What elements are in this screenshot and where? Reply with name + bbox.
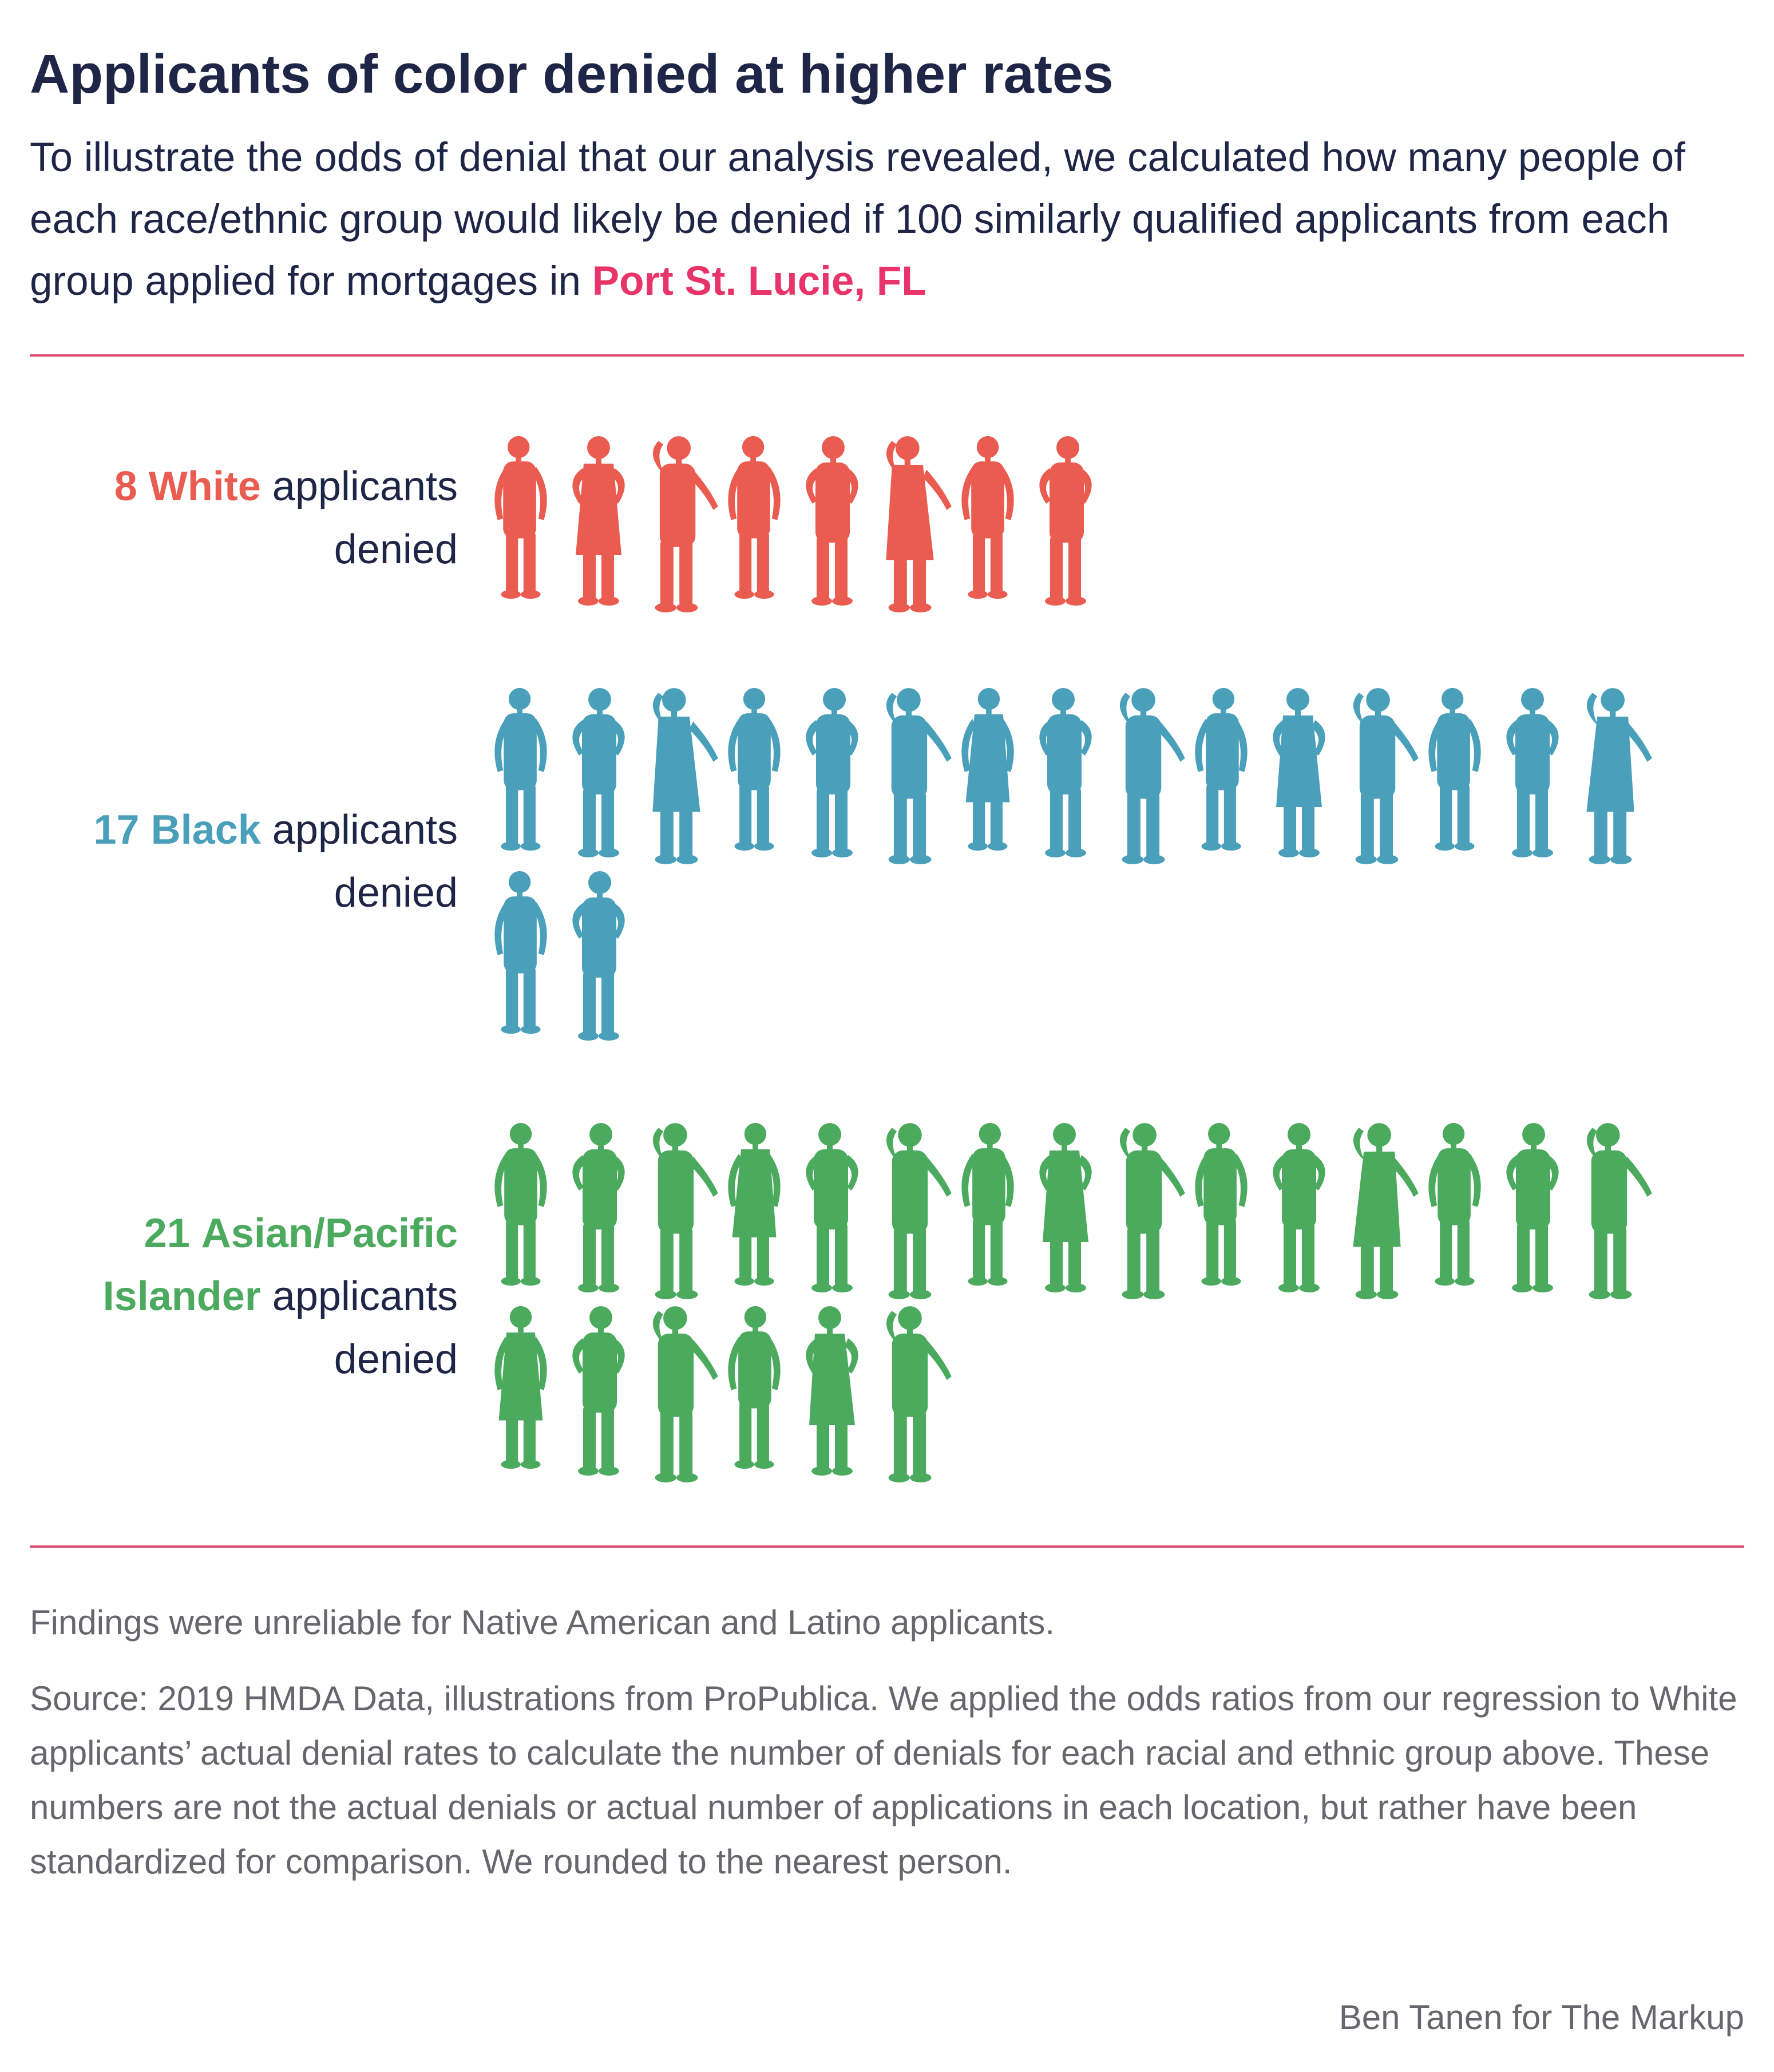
person-silhouette-icon xyxy=(494,436,547,599)
person-silhouette-icon xyxy=(806,688,858,857)
group-count: 21 xyxy=(144,1211,190,1256)
person-silhouette-icon xyxy=(572,871,625,1041)
person-silhouette-icon xyxy=(886,436,952,612)
person-silhouette-icon xyxy=(961,687,1014,851)
person-silhouette-icon xyxy=(652,1306,718,1482)
person-silhouette-icon xyxy=(1586,688,1652,864)
person-silhouette-icon xyxy=(572,1123,625,1292)
subtitle-text: To illustrate the odds of denial that ou… xyxy=(30,135,1686,304)
person-silhouette-icon xyxy=(1506,688,1559,857)
chart-subtitle: To illustrate the odds of denial that ou… xyxy=(30,127,1741,313)
person-silhouette-icon xyxy=(572,1306,625,1476)
subtitle-location: Port St. Lucie, FL xyxy=(592,259,926,304)
person-silhouette-icon xyxy=(1039,436,1092,606)
person-silhouette-icon xyxy=(728,1122,781,1286)
person-silhouette-icon xyxy=(572,436,625,606)
person-silhouette-icon xyxy=(494,871,547,1034)
person-silhouette-icon xyxy=(806,436,858,606)
bottom-divider xyxy=(30,1545,1744,1548)
person-silhouette-icon xyxy=(1353,688,1419,864)
person-silhouette-icon xyxy=(1506,1123,1559,1292)
footer-note: Findings were unreliable for Native Amer… xyxy=(30,1603,1055,1642)
group-suffix2: denied xyxy=(334,870,458,916)
person-silhouette-icon xyxy=(886,1306,952,1482)
group-label-asian-pacific-islander: 21 Asian/Pacific Islander applicants den… xyxy=(57,1202,458,1391)
person-silhouette-icon xyxy=(728,687,781,851)
person-silhouette-icon xyxy=(494,687,547,851)
person-silhouette-icon xyxy=(494,1306,547,1469)
person-silhouette-icon xyxy=(886,1123,952,1299)
person-silhouette-icon xyxy=(1039,688,1092,857)
person-silhouette-icon xyxy=(961,1122,1014,1286)
group-name: Black xyxy=(151,807,261,853)
person-silhouette-icon xyxy=(728,436,781,599)
person-silhouette-icon xyxy=(806,1306,858,1476)
person-silhouette-icon xyxy=(1039,1123,1092,1292)
person-silhouette-icon xyxy=(572,688,625,857)
person-silhouette-icon xyxy=(1428,687,1481,851)
group-name: Asian/Pacific xyxy=(201,1211,458,1256)
group-count: 17 xyxy=(93,807,140,853)
person-silhouette-icon xyxy=(886,688,952,864)
group-label-white: 8 White applicants denied xyxy=(57,455,458,581)
person-silhouette-icon xyxy=(1119,688,1185,864)
person-silhouette-icon xyxy=(1119,1123,1185,1299)
person-silhouette-icon xyxy=(806,1123,858,1292)
person-silhouette-icon xyxy=(494,1122,547,1286)
person-silhouette-icon xyxy=(1428,1122,1481,1286)
figure-group-1 xyxy=(494,687,1652,1041)
person-silhouette-icon xyxy=(1273,1123,1325,1292)
group-suffix2: denied xyxy=(334,527,458,572)
person-silhouette-icon xyxy=(652,1123,718,1299)
group-label-black: 17 Black applicants denied xyxy=(57,798,458,924)
person-silhouette-icon xyxy=(961,436,1014,599)
group-name-line2: Islander xyxy=(102,1274,261,1319)
person-silhouette-icon xyxy=(652,436,718,612)
figure-group-0 xyxy=(494,436,1092,612)
group-count: 8 xyxy=(114,464,137,509)
footer-credit: Ben Tanen for The Markup xyxy=(1339,1998,1744,2037)
person-silhouette-icon xyxy=(1353,1123,1419,1299)
figure-group-2 xyxy=(494,1122,1652,1482)
person-silhouette-icon xyxy=(1195,1122,1248,1286)
person-silhouette-icon xyxy=(652,688,718,864)
person-silhouette-icon xyxy=(1586,1123,1652,1299)
person-silhouette-icon xyxy=(1273,688,1325,857)
chart-title: Applicants of color denied at higher rat… xyxy=(30,44,1114,105)
person-silhouette-icon xyxy=(728,1306,781,1469)
top-divider xyxy=(30,354,1744,357)
group-suffix: applicants xyxy=(272,807,458,853)
group-suffix: applicants xyxy=(272,464,458,509)
footer-source: Source: 2019 HMDA Data, illustrations fr… xyxy=(30,1679,1737,1881)
person-silhouette-icon xyxy=(1195,687,1248,851)
group-name: White xyxy=(148,464,261,509)
group-suffix: applicants xyxy=(272,1274,458,1319)
group-suffix2: denied xyxy=(334,1336,458,1382)
